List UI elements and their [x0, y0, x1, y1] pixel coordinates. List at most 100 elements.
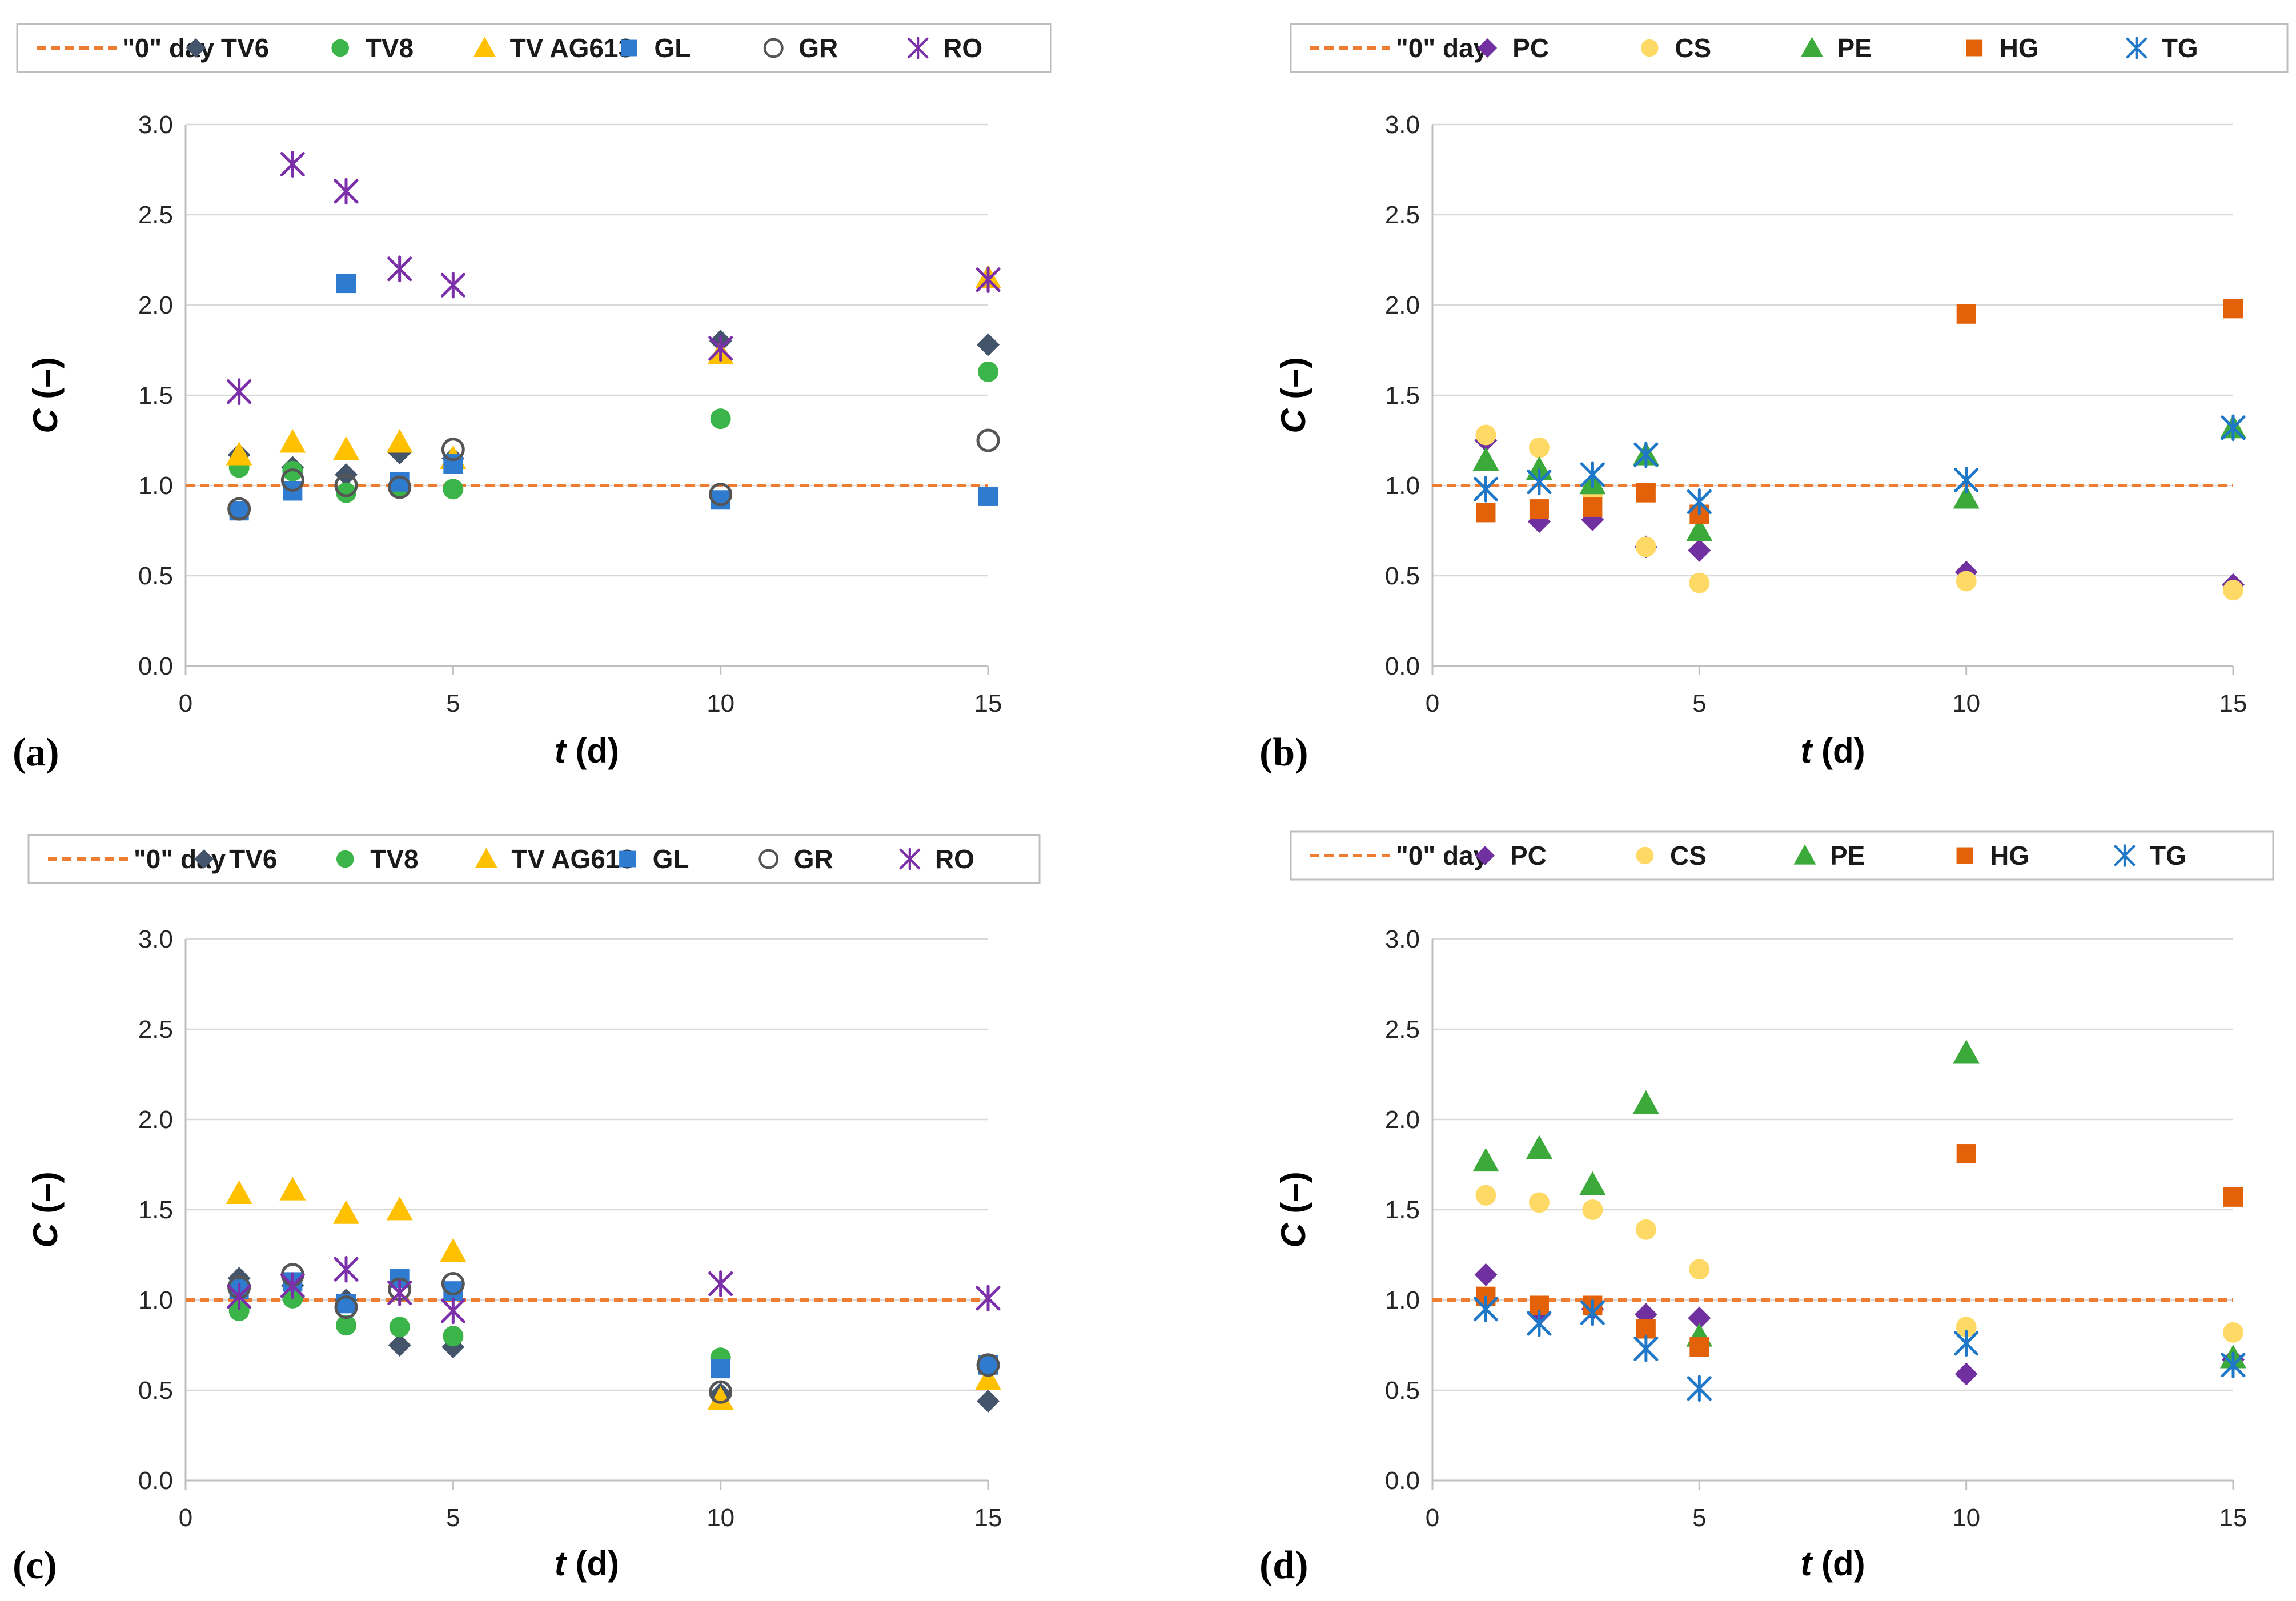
- data-point: [1956, 1144, 1976, 1164]
- data-point: [978, 486, 998, 506]
- data-point: [336, 274, 356, 294]
- legend-label: TV8: [370, 844, 418, 874]
- data-point: [386, 429, 413, 453]
- legend-entry: CS: [1641, 33, 1711, 63]
- legend-label: PC: [1510, 841, 1547, 870]
- legend-marker: [907, 37, 929, 59]
- data-point: [1689, 1337, 1709, 1357]
- y-tick-label: 0.0: [1385, 652, 1420, 680]
- y-tick-label: 2.0: [138, 291, 173, 319]
- y-axis-label-unit: (–): [1274, 357, 1312, 408]
- legend-label: TV6: [229, 844, 277, 874]
- series-gr: [227, 428, 1000, 521]
- legend-label: PC: [1512, 33, 1549, 63]
- data-point: [1956, 571, 1977, 592]
- x-axis-label-var: t: [1800, 1544, 1813, 1583]
- legend-label: RO: [935, 844, 974, 874]
- legend-marker: [763, 38, 784, 58]
- x-tick-label: 5: [1692, 1504, 1706, 1532]
- data-point: [1579, 1171, 1606, 1195]
- x-tick-label: 0: [1426, 1504, 1439, 1532]
- legend-marker: [473, 37, 496, 57]
- x-axis-label-unit: (d): [1812, 732, 1865, 770]
- x-tick-label: 10: [1952, 689, 1980, 717]
- data-point: [388, 1334, 411, 1357]
- x-axis-label: t (d): [1800, 1544, 1865, 1583]
- legend-entry: TV8: [331, 33, 414, 63]
- data-point: [1475, 1185, 1496, 1206]
- data-point: [1953, 485, 1980, 509]
- y-tick-label: 0.0: [138, 1467, 173, 1495]
- x-axis-label-unit: (d): [566, 732, 619, 770]
- x-tick-label: 5: [446, 689, 460, 717]
- data-point: [227, 1283, 252, 1310]
- legend-marker: [336, 850, 354, 868]
- legend-label: TV AG613: [510, 33, 633, 63]
- y-tick-label: 2.0: [1385, 291, 1420, 319]
- y-tick-label: 1.5: [138, 382, 173, 410]
- legend-entry: PC: [1475, 841, 1547, 870]
- series-tv6: [227, 330, 1000, 487]
- x-tick-label: 15: [2219, 689, 2247, 717]
- chart-panel-a: 0.0 0.5 1.0 1.5 2.0 2.5 3.0 0 5 10 15 t (d) C (–) (a)…: [13, 23, 1052, 775]
- chart-panel-b: 0.0 0.5 1.0 1.5 2.0 2.5 3.0 0 5 10 15 t (d) C (–) (b)…: [1259, 23, 2289, 775]
- legend-entry: PE: [1793, 841, 1865, 870]
- x-tick-label: 15: [974, 689, 1002, 717]
- legend: "0" day TV6 TV8 TV AG613 GL GR RO: [16, 23, 1052, 73]
- legend-label: TV AG613: [511, 844, 635, 874]
- legend-entry: PC: [1478, 33, 1549, 63]
- x-tick-label: 0: [179, 1504, 192, 1532]
- data-point: [1635, 1219, 1656, 1240]
- y-tick-label: 1.5: [1385, 1196, 1420, 1224]
- series-ro: [227, 151, 1001, 406]
- data-point: [711, 1359, 730, 1379]
- data-point: [1689, 572, 1710, 593]
- data-point: [1472, 447, 1499, 471]
- legend-entry: TV AG613: [475, 844, 635, 874]
- data-point: [976, 428, 1000, 452]
- legend-marker: [1800, 37, 1824, 57]
- y-axis-label-unit: (–): [26, 1171, 65, 1223]
- data-point: [2221, 414, 2246, 442]
- chart-panel-d: 0.0 0.5 1.0 1.5 2.0 2.5 3.0 0 5 10 15 t (d) C (–) (d)…: [1259, 830, 2274, 1587]
- data-point: [280, 1272, 305, 1299]
- y-axis-label-unit: (–): [1274, 1171, 1312, 1223]
- panel-label: (a): [13, 731, 59, 775]
- legend-label: HG: [2000, 33, 2039, 63]
- data-point: [978, 361, 998, 382]
- data-point: [334, 1295, 358, 1319]
- data-point: [707, 1386, 734, 1410]
- data-point: [2223, 1322, 2243, 1343]
- legend-entry: GL: [619, 844, 689, 874]
- y-tick-label: 1.0: [138, 1286, 173, 1314]
- data-point: [1635, 536, 1656, 557]
- legend-label: CS: [1670, 841, 1707, 870]
- series-pc: [1474, 1263, 2245, 1386]
- y-tick-label: 3.0: [138, 111, 173, 139]
- panel-label: (b): [1259, 731, 1308, 775]
- legend-entry: CS: [1636, 841, 1707, 870]
- y-tick-label: 3.0: [138, 925, 173, 953]
- legend-marker: [1966, 39, 1983, 57]
- series-hg: [1476, 299, 2243, 524]
- y-tick-label: 2.0: [1385, 1106, 1420, 1134]
- data-point: [280, 468, 304, 492]
- legend-entry: TV8: [336, 844, 419, 874]
- data-point: [1473, 1295, 1498, 1323]
- y-tick-label: 1.0: [1385, 472, 1420, 500]
- y-tick-label: 2.5: [1385, 1016, 1420, 1044]
- legend-marker: [186, 38, 206, 58]
- legend-entry: HG: [1956, 841, 2029, 870]
- data-point: [2223, 299, 2243, 319]
- data-point: [976, 266, 1001, 294]
- y-tick-label: 0.5: [138, 1377, 173, 1405]
- data-point: [333, 1200, 359, 1224]
- data-point: [1953, 1040, 1980, 1064]
- data-point: [708, 1270, 733, 1297]
- legend-label: TV6: [221, 33, 269, 63]
- x-tick-label: 5: [1692, 689, 1706, 717]
- legend: "0" day TV6 TV8 TV AG613 GL GR RO: [27, 834, 1041, 884]
- x-tick-label: 15: [974, 1504, 1002, 1532]
- data-point: [440, 271, 465, 299]
- data-point: [336, 482, 356, 503]
